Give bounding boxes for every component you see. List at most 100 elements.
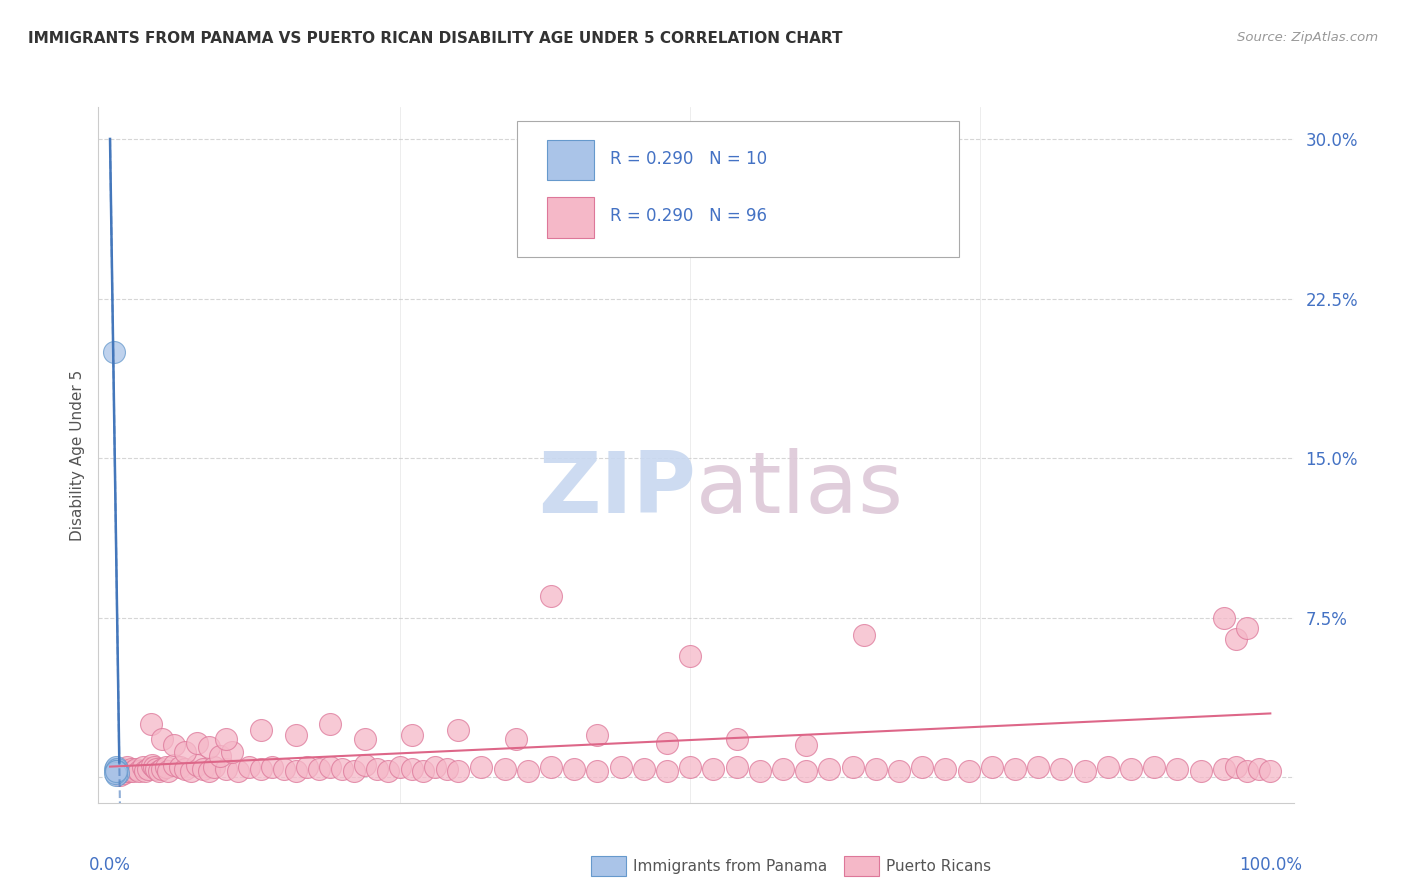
Point: [163, 739, 186, 753]
Point: [104, 762, 127, 776]
Text: ZIP: ZIP: [538, 448, 696, 532]
Point: [273, 762, 295, 776]
Point: [112, 766, 135, 780]
Point: [1050, 762, 1073, 776]
Point: [128, 764, 150, 778]
Point: [1073, 764, 1095, 778]
Point: [148, 764, 170, 778]
Point: [262, 759, 284, 773]
Point: [586, 728, 609, 742]
Point: [725, 731, 748, 746]
Point: [108, 766, 131, 780]
Point: [250, 762, 273, 776]
Point: [1225, 759, 1247, 773]
Point: [540, 590, 562, 604]
Point: [134, 764, 156, 778]
Text: 0.0%: 0.0%: [89, 856, 131, 874]
Point: [679, 648, 702, 663]
Text: R = 0.290   N = 96: R = 0.290 N = 96: [610, 207, 766, 226]
Point: [226, 764, 249, 778]
Point: [319, 759, 342, 773]
Point: [284, 728, 307, 742]
Point: [107, 766, 129, 780]
Point: [853, 628, 876, 642]
Point: [586, 764, 609, 778]
Point: [748, 764, 770, 778]
Text: IMMIGRANTS FROM PANAMA VS PUERTO RICAN DISABILITY AGE UNDER 5 CORRELATION CHART: IMMIGRANTS FROM PANAMA VS PUERTO RICAN D…: [28, 31, 842, 46]
Text: 100.0%: 100.0%: [1239, 856, 1302, 874]
Point: [319, 717, 342, 731]
Point: [354, 757, 377, 772]
Point: [957, 764, 980, 778]
Point: [633, 762, 655, 776]
Point: [1212, 762, 1234, 776]
Point: [180, 764, 202, 778]
Point: [887, 764, 910, 778]
Point: [145, 762, 167, 776]
Point: [343, 764, 366, 778]
Point: [679, 759, 702, 773]
Point: [412, 764, 434, 778]
Point: [215, 762, 238, 776]
Point: [139, 717, 162, 731]
Point: [105, 764, 128, 778]
Point: [104, 764, 127, 778]
Point: [1097, 759, 1119, 773]
Point: [1189, 764, 1212, 778]
Point: [609, 759, 631, 773]
Point: [494, 762, 516, 776]
Point: [104, 759, 127, 773]
Point: [124, 762, 146, 776]
Point: [186, 757, 208, 772]
Point: [980, 759, 1002, 773]
Point: [297, 759, 319, 773]
Point: [1236, 621, 1258, 635]
Text: R = 0.290   N = 10: R = 0.290 N = 10: [610, 150, 768, 168]
Point: [250, 723, 273, 738]
Point: [562, 762, 585, 776]
Point: [104, 766, 127, 780]
Point: [772, 762, 794, 776]
Point: [1119, 762, 1142, 776]
Point: [117, 764, 139, 778]
Point: [191, 762, 214, 776]
Text: Source: ZipAtlas.com: Source: ZipAtlas.com: [1237, 31, 1378, 45]
Point: [401, 728, 423, 742]
FancyBboxPatch shape: [517, 121, 959, 257]
Point: [111, 762, 134, 776]
Point: [1166, 762, 1188, 776]
FancyBboxPatch shape: [547, 140, 595, 180]
Point: [143, 759, 166, 773]
Point: [136, 762, 159, 776]
Point: [818, 762, 841, 776]
Point: [120, 762, 142, 776]
Text: atlas: atlas: [696, 448, 904, 532]
Point: [110, 768, 132, 782]
Point: [655, 764, 678, 778]
FancyBboxPatch shape: [547, 197, 595, 238]
Point: [308, 762, 330, 776]
Point: [1143, 759, 1166, 773]
Point: [141, 757, 163, 772]
Point: [174, 745, 197, 759]
Point: [197, 740, 219, 755]
Point: [366, 762, 388, 776]
Point: [169, 759, 191, 773]
Point: [105, 764, 128, 778]
Point: [725, 759, 748, 773]
Point: [284, 764, 307, 778]
Point: [505, 731, 527, 746]
Point: [702, 762, 724, 776]
Point: [865, 762, 887, 776]
Point: [221, 745, 243, 759]
Point: [105, 762, 128, 776]
Point: [115, 764, 138, 778]
Point: [131, 759, 153, 773]
Point: [1212, 610, 1234, 624]
Point: [423, 759, 446, 773]
Text: Immigrants from Panama: Immigrants from Panama: [633, 859, 827, 873]
Point: [1225, 632, 1247, 646]
Point: [447, 764, 470, 778]
Point: [150, 731, 173, 746]
Point: [215, 731, 238, 746]
